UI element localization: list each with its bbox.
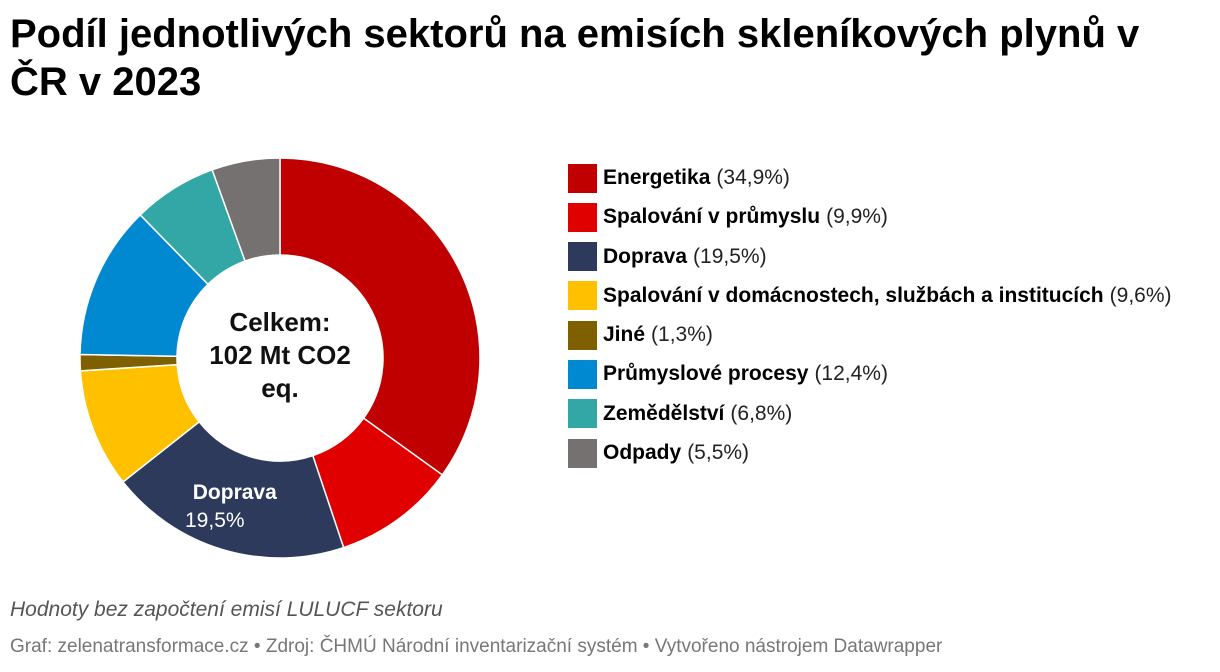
slices-group [79, 157, 481, 559]
legend-label: Jiné [603, 323, 646, 347]
legend-swatch [568, 438, 597, 468]
legend-label: Spalování v průmyslu [603, 205, 821, 229]
center-label-line-2: 102 Mt CO2 [209, 340, 351, 370]
slice-label-name: Doprava [193, 481, 277, 504]
legend-label: Spalování v domácnostech, službách a ins… [603, 283, 1104, 307]
legend-item: Doprava (19,5%) [568, 242, 1172, 272]
legend-value: (9,9%) [826, 205, 888, 229]
legend-swatch [568, 202, 597, 232]
legend: Energetika (34,9%) Spalování v průmyslu (9,… [568, 163, 1172, 478]
legend-value: (19,5%) [693, 244, 767, 268]
donut-chart-svg: Doprava 19,5% Celkem: 102 Mt CO2 eq. [79, 157, 481, 559]
chart-title: Podíl jednotlivých sektorů na emisích sk… [10, 12, 1140, 104]
legend-value: (1,3%) [651, 323, 713, 347]
legend-swatch [568, 281, 597, 311]
legend-item: Spalování v průmyslu (9,9%) [568, 202, 1172, 232]
legend-item: Průmyslové procesy (12,4%) [568, 359, 1172, 389]
donut-slice [279, 157, 481, 476]
legend-swatch [568, 399, 597, 429]
legend-label: Zemědělství [603, 401, 725, 425]
slice-label-value: 19,5% [185, 509, 245, 532]
legend-item: Odpady (5,5%) [568, 438, 1172, 468]
legend-label: Odpady [603, 441, 682, 465]
legend-value: (5,5%) [687, 441, 750, 465]
legend-item: Zemědělství (6,8%) [568, 399, 1172, 429]
legend-value: (6,8%) [730, 401, 793, 425]
legend-item: Spalování v domácnostech, službách a ins… [568, 281, 1172, 311]
center-label-line-1: Celkem: [229, 307, 330, 337]
slice-labels-group: Doprava 19,5% [185, 481, 277, 532]
legend-swatch [568, 242, 597, 272]
chart-note: Hodnoty bez započtení emisí LULUCF sekto… [10, 598, 443, 621]
legend-item: Energetika (34,9%) [568, 163, 1172, 193]
chart-source: Graf: zelenatransformace.cz • Zdroj: ČHM… [10, 636, 943, 657]
donut-chart: Doprava 19,5% Celkem: 102 Mt CO2 eq. [70, 148, 490, 568]
legend-swatch [568, 320, 597, 350]
legend-value: (9,6%) [1109, 283, 1172, 307]
legend-swatch [568, 359, 597, 389]
legend-label: Doprava [603, 244, 688, 268]
legend-label: Energetika [603, 166, 711, 189]
legend-label: Průmyslové procesy [603, 362, 809, 386]
legend-value: (34,9%) [716, 166, 790, 189]
center-label-line-3: eq. [261, 373, 299, 403]
donut-slice [211, 157, 281, 263]
legend-item: Jiné (1,3%) [568, 320, 1172, 350]
legend-swatch [568, 163, 597, 193]
donut-slice [121, 420, 345, 559]
legend-value: (12,4%) [814, 362, 888, 386]
